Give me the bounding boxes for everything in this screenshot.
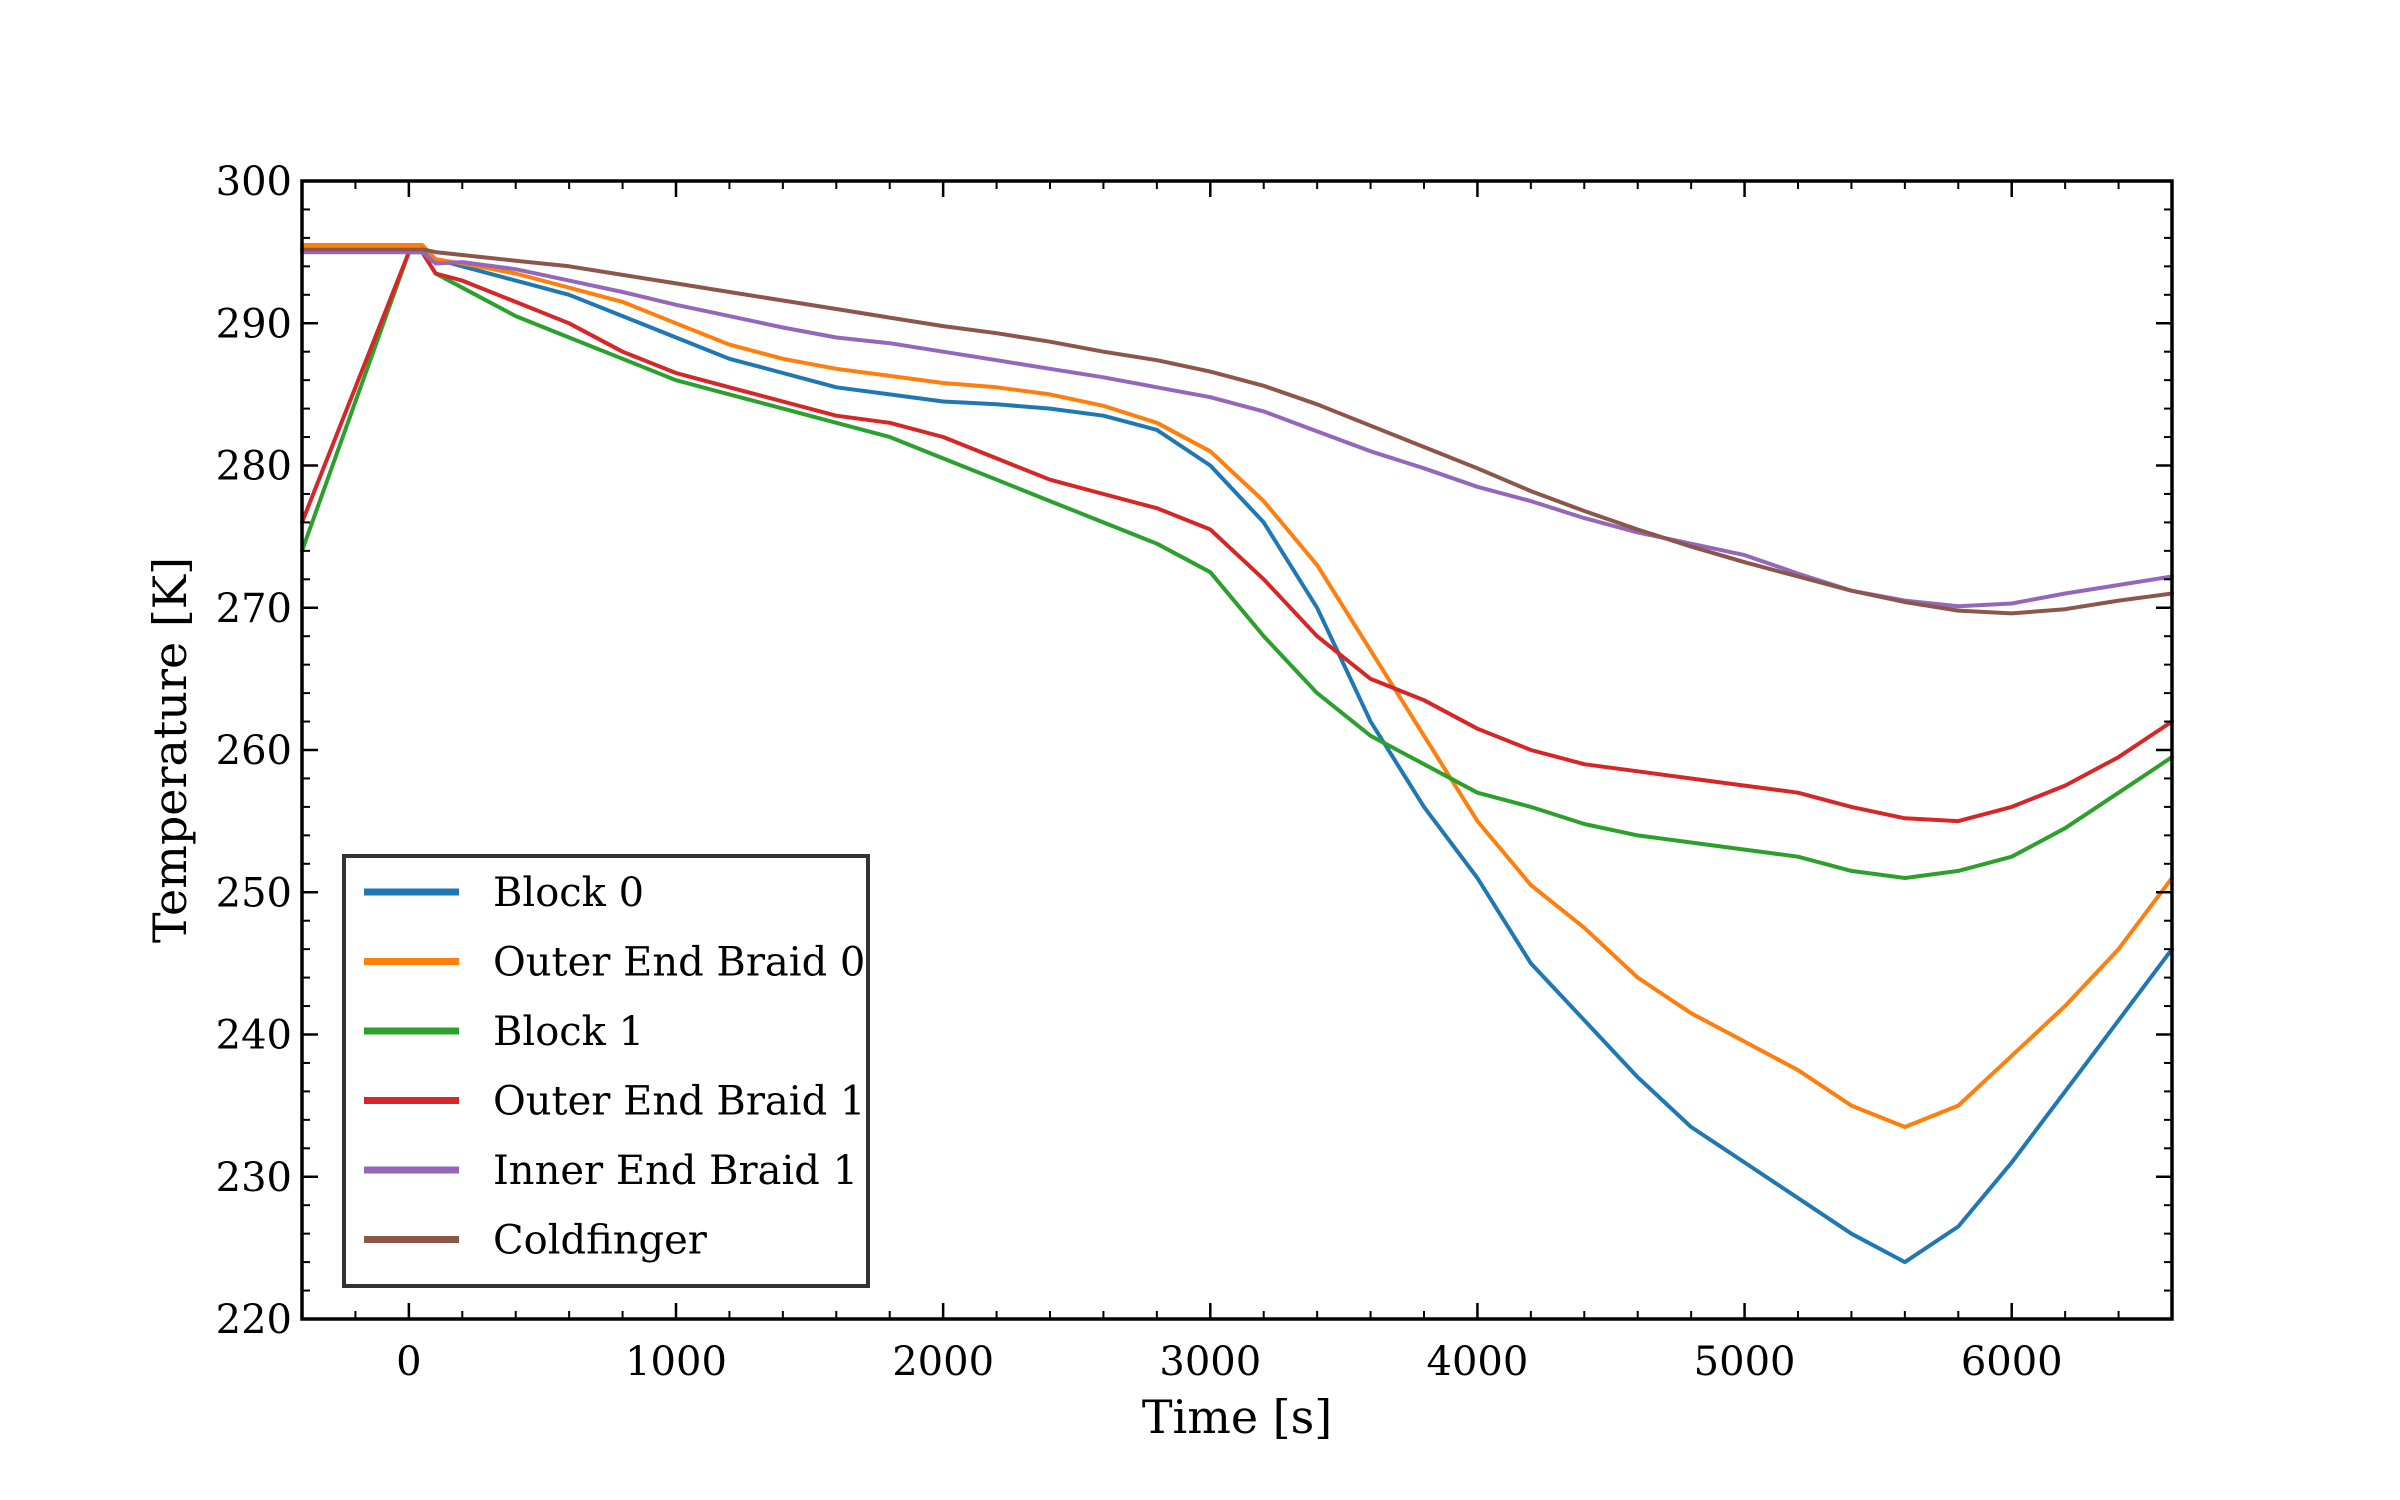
- plot-frame: [300, 179, 2174, 1321]
- legend-label: Block 1: [493, 1009, 644, 1055]
- y-tick-label: 240: [216, 1013, 292, 1059]
- x-tick-label: 3000: [1159, 1339, 1261, 1385]
- x-tick-label: 4000: [1427, 1339, 1529, 1385]
- legend-items: Block 0 Outer End Braid 0 Block 1 Outer End…: [364, 870, 865, 1264]
- y-tick-label: 270: [216, 586, 292, 632]
- legend-label: Outer End Braid 1: [493, 1079, 865, 1125]
- x-tick-label: 0: [396, 1339, 421, 1385]
- legend-box: [342, 854, 870, 1288]
- x-tick-label: 2000: [892, 1339, 994, 1385]
- series-line-2: [300, 250, 2174, 880]
- y-tick-label: 260: [216, 728, 292, 774]
- series-line-1: [300, 243, 2174, 1129]
- y-tick-label: 250: [216, 870, 292, 916]
- series-line-0: [300, 250, 2174, 1265]
- legend-label: Block 0: [493, 870, 644, 916]
- series-line-5: [300, 247, 2174, 616]
- y-tick-label: 290: [216, 301, 292, 347]
- series-layer: [300, 243, 2174, 1265]
- legend-label: Outer End Braid 0: [493, 940, 865, 986]
- y-tick-label: 300: [216, 159, 292, 205]
- legend-label: Inner End Braid 1: [493, 1148, 858, 1194]
- tick-labels-layer: 0 1000 2000 3000 4000 5000 6000 220 230 240 250 260…: [216, 159, 2063, 1385]
- x-tick-label: 1000: [625, 1339, 727, 1385]
- x-axis-label: Time [s]: [1142, 1390, 1332, 1444]
- y-tick-label: 280: [216, 444, 292, 490]
- y-axis-label: Temperature [K]: [143, 557, 197, 943]
- legend: Block 0 Outer End Braid 0 Block 1 Outer End…: [342, 854, 870, 1288]
- y-tick-label: 230: [216, 1155, 292, 1201]
- legend-label: Coldfinger: [493, 1218, 708, 1264]
- y-tick-label: 220: [216, 1297, 292, 1343]
- series-line-3: [300, 250, 2174, 824]
- x-tick-label: 6000: [1961, 1339, 2063, 1385]
- x-tick-label: 5000: [1694, 1339, 1796, 1385]
